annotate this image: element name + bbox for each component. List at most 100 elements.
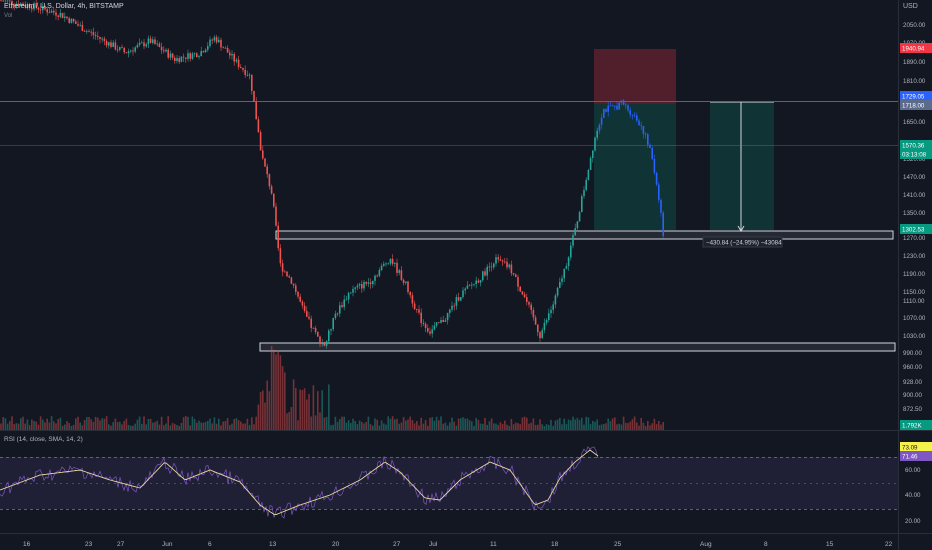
volume-bar [235,418,238,430]
volume-bar [42,419,44,430]
candle-body [367,282,370,284]
volume-bar [59,417,62,430]
candle-body [523,294,526,298]
candle-body [460,297,462,301]
volume-bar [314,415,317,430]
candle-body [383,263,385,266]
volume-bar [204,421,207,430]
time-tick: 23 [85,541,93,548]
candle-body [105,40,108,46]
current-price-tag: 1302.53 [902,227,925,234]
volume-bar [398,423,400,430]
volume-bar [288,412,290,430]
price-tick: 900.00 [903,392,922,399]
candle-body [325,341,328,346]
volume-bar [200,422,202,430]
candle-body [86,31,88,32]
volume-bar [488,421,491,430]
volume-bar [523,416,526,430]
candle-body [22,3,24,6]
volume-bar [640,417,642,430]
rsi-tick: 20.00 [905,518,921,525]
volume-bar [387,416,389,430]
volume-bar [55,423,57,430]
candle-body [651,147,653,159]
volume-bar [325,416,328,430]
time-tick: Jul [429,541,438,548]
volume-bar [550,419,552,430]
volume-bar [413,423,416,430]
candle-body [224,47,227,49]
volume-bar [174,423,176,430]
candle-body [48,12,51,14]
volume-bar [530,422,532,430]
volume-bar [471,421,473,430]
volume-bar [495,423,497,430]
candle-body [196,53,198,58]
volume-bar [134,423,136,430]
volume-bar [409,416,411,430]
volume-bar [279,355,282,430]
volume-bar [321,390,323,430]
volume-bar [508,425,510,430]
candle-body [156,43,158,45]
volume-bar [526,417,528,430]
candle-body [121,47,123,48]
volume-bar [251,417,253,430]
price-tick: 1030.00 [903,333,926,340]
candle-body [198,56,200,58]
volume-bar [275,354,277,430]
candle-body [451,305,453,310]
candle-body [182,56,185,58]
candle-body [336,313,339,315]
volume-bar [653,418,656,430]
candle-body [31,8,33,10]
candle-body [310,318,312,328]
support-zone [259,342,896,352]
candle-body [561,278,563,282]
volume-bar [444,422,447,430]
volume-bar [592,420,594,430]
volume-bar [587,417,590,430]
volume-bar [594,421,596,430]
candle-body [235,59,238,62]
volume-bar [270,345,273,430]
volume-bar [400,422,403,430]
candle-body [308,316,310,319]
volume-bar [97,417,99,430]
rsi-tick: 40.00 [905,492,921,499]
volume-bar [350,423,352,430]
volume-bar [15,423,18,430]
candle-body [127,51,130,54]
volume-bar [457,418,460,430]
volume-bar [625,422,627,430]
candle-body [46,9,48,13]
rsi-line [0,446,599,519]
candle-body [345,299,348,301]
volume-bar [380,420,383,430]
measure-label: −430.84 (−24.95%) −43084 [706,240,782,247]
candle-body [365,282,367,284]
candle-body [233,53,235,62]
candle-body [642,126,645,134]
volume-bar [160,416,163,430]
candle-body [607,105,609,112]
price-tick: 990.00 [903,350,922,357]
candle-body [136,44,139,48]
volume-bar [152,422,154,430]
volume-bar [105,416,108,430]
volume-bar [24,423,26,430]
volume-bar [138,416,141,430]
volume-bar [453,421,455,430]
candle-body [363,282,365,289]
volume-bar [411,419,414,430]
level2-price-tag: 1718.00 [902,103,925,110]
candle-body [101,38,103,40]
currency-label: USD [903,3,918,10]
price-tick: 928.00 [903,379,922,386]
candle-body [629,110,631,115]
volume-bar [246,418,249,430]
candle-body [200,51,202,57]
candle-body [556,287,559,296]
